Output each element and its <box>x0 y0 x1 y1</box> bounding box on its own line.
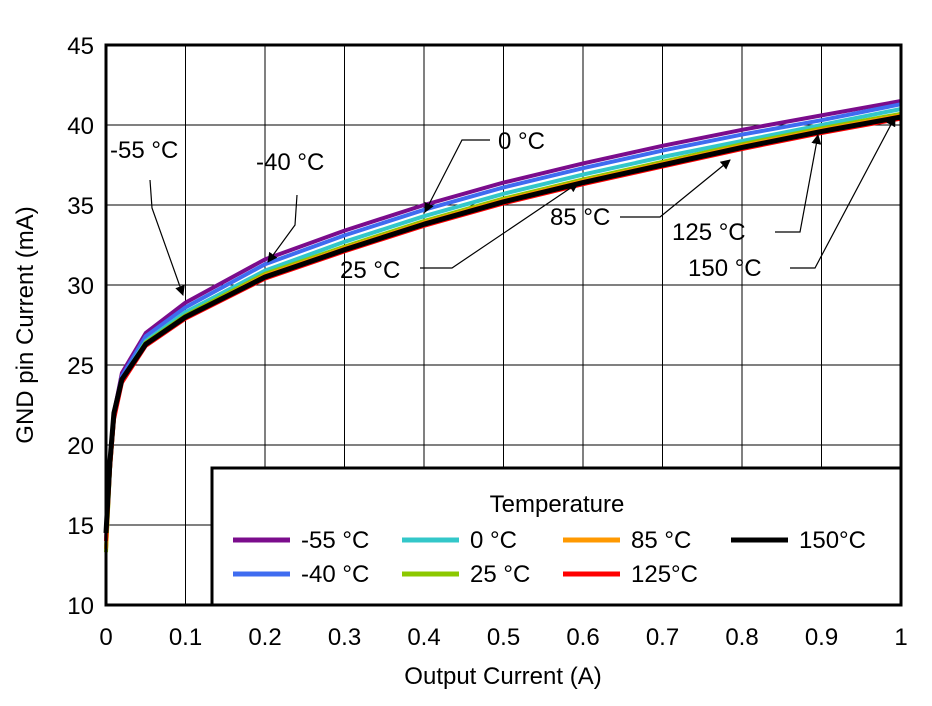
annotation-label-25: 25 °C <box>340 257 400 284</box>
y-tick-label: 15 <box>67 513 94 540</box>
x-tick-label: 0.4 <box>407 624 440 651</box>
legend-label: -55 °C <box>301 527 369 554</box>
y-tick-label: 10 <box>67 593 94 620</box>
x-tick-label: 1 <box>894 624 907 651</box>
annotation-label-85: 85 °C <box>550 204 610 231</box>
legend: Temperature -55 °C -40 °C 0 °C 25 °C 85 °C 12… <box>210 466 903 607</box>
x-tick-label: 0.3 <box>328 624 361 651</box>
legend-label: 150°C <box>799 527 866 554</box>
legend-label: 125°C <box>631 561 698 588</box>
legend-label: 85 °C <box>631 527 691 554</box>
x-tick-label: 0.8 <box>725 624 758 651</box>
annotation-arrow--40 <box>267 194 298 263</box>
annotation-label-125: 125 °C <box>672 219 746 246</box>
tick-labels: 0 0.1 0.2 0.3 0.4 0.5 0.6 0.7 0.8 0.9 1 10 15 20 25 30 3… <box>67 33 907 651</box>
annotation-label--40: -40 °C <box>256 149 324 176</box>
y-axis-label: GND pin Current (mA) <box>12 206 39 443</box>
y-tick-label: 35 <box>67 193 94 220</box>
annotation-arrow-25 <box>420 182 579 269</box>
y-tick-label: 30 <box>67 273 94 300</box>
y-tick-label: 25 <box>67 353 94 380</box>
y-tick-label: 40 <box>67 113 94 140</box>
legend-label: 25 °C <box>470 561 530 588</box>
x-tick-label: 0.9 <box>805 624 838 651</box>
annotation-arrow--55 <box>149 179 185 296</box>
x-tick-label: 0.2 <box>248 624 281 651</box>
annotation-arrow-0 <box>424 139 490 213</box>
x-tick-label: 0.1 <box>169 624 202 651</box>
annotation-arrow-125 <box>775 134 822 233</box>
series-line-6 <box>103 114 902 534</box>
x-tick-label: 0 <box>99 624 112 651</box>
x-tick-label: 0.5 <box>487 624 520 651</box>
annotation-arrow-85 <box>620 159 731 218</box>
x-axis-label: Output Current (A) <box>404 663 601 690</box>
legend-label: -40 °C <box>301 561 369 588</box>
plot-frame <box>104 43 903 607</box>
legend-title: Temperature <box>490 491 625 518</box>
annotations <box>149 116 896 296</box>
annotation-label-150: 150 °C <box>688 255 762 282</box>
x-tick-label: 0.6 <box>566 624 599 651</box>
x-tick-label: 0.7 <box>646 624 679 651</box>
y-tick-label: 45 <box>67 33 94 60</box>
annotation-arrow-150 <box>790 116 896 269</box>
legend-label: 0 °C <box>470 527 517 554</box>
y-tick-label: 20 <box>67 433 94 460</box>
annotation-label--55: -55 °C <box>110 137 178 164</box>
annotation-label-0: 0 °C <box>498 128 545 155</box>
series-lines <box>103 99 902 553</box>
